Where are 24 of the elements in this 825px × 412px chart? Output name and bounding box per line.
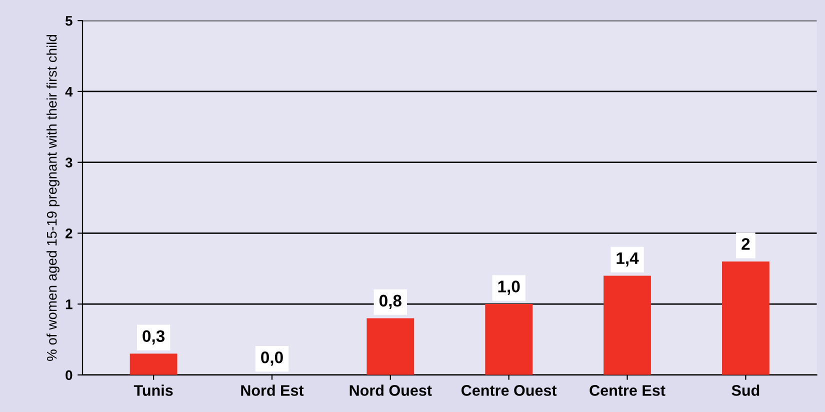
x-tick-label: Nord Est — [241, 384, 304, 396]
bar — [130, 354, 178, 375]
y-tick-label: 0 — [66, 370, 72, 380]
data-label: 0,0 — [261, 351, 283, 366]
bar — [366, 318, 414, 375]
x-tick-label: Nord Ouest — [350, 384, 432, 396]
y-tick-label: 1 — [66, 300, 72, 310]
x-tick-label: Centre Ouest — [462, 385, 557, 396]
data-label: 2 — [742, 238, 750, 250]
data-label: 1,0 — [498, 280, 520, 295]
data-label: 0,3 — [142, 330, 165, 344]
data-label: 1,4 — [616, 252, 639, 266]
x-tick-label: Centre Est — [590, 385, 666, 396]
bar — [722, 262, 770, 375]
x-tick-label: Tunis — [134, 384, 173, 396]
x-tick-label: Sud — [732, 384, 760, 396]
data-label: 0,8 — [379, 294, 402, 310]
y-tick-label: 2 — [66, 228, 72, 238]
bar — [485, 304, 533, 375]
y-tick-label: 3 — [65, 158, 72, 168]
y-tick-label: 5 — [65, 16, 72, 26]
y-tick-label: 4 — [65, 86, 73, 96]
y-axis-title: % of women aged 15-19 pregnant with their first child — [46, 34, 60, 361]
bar — [604, 276, 651, 375]
